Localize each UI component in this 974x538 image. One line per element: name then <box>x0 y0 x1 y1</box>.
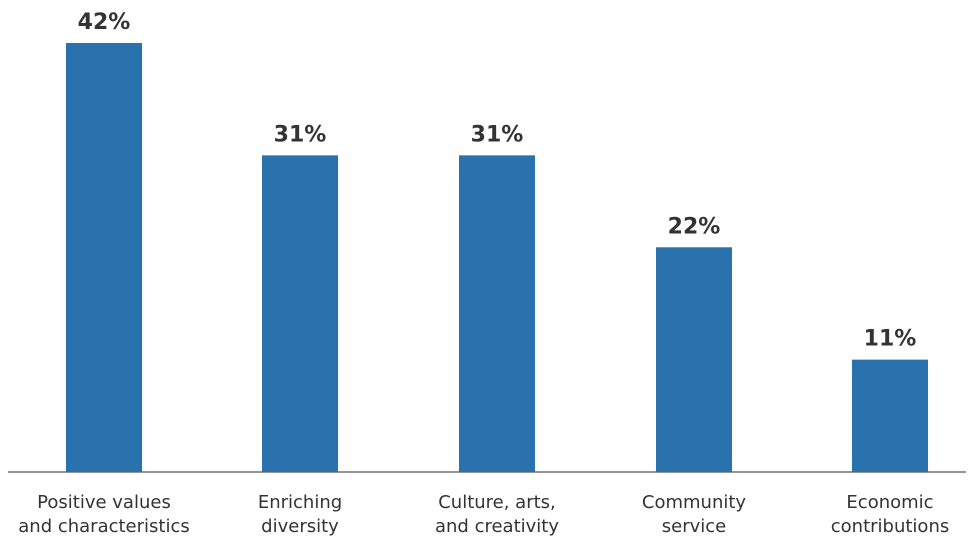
category-label-0-line-1: and characteristics <box>18 516 190 537</box>
category-label-0-line-0: Positive values <box>37 492 171 513</box>
value-label-0: 42% <box>78 10 131 35</box>
bar-3 <box>656 247 732 472</box>
category-label-3-line-0: Community <box>642 492 747 513</box>
bar-4 <box>852 359 928 472</box>
value-label-2: 31% <box>471 122 524 147</box>
category-label-3-line-1: service <box>662 516 726 537</box>
value-label-4: 11% <box>864 327 917 352</box>
category-label-2-line-0: Culture, arts, <box>438 492 556 513</box>
category-label-1-line-0: Enriching <box>258 492 342 513</box>
category-labels-group: Positive values and characteristics Enrich… <box>18 492 949 537</box>
category-label-2-line-1: and creativity <box>435 516 559 537</box>
category-label-4-line-1: contributions <box>831 516 949 537</box>
bar-0 <box>66 43 142 472</box>
bar-1 <box>262 155 338 472</box>
value-label-1: 31% <box>274 122 327 147</box>
category-label-1-line-1: diversity <box>261 516 339 537</box>
bar-2 <box>459 155 535 472</box>
category-label-4-line-0: Economic <box>846 492 933 513</box>
bars-group <box>66 43 928 472</box>
value-label-3: 22% <box>668 214 721 239</box>
value-labels-group: 42% 31% 31% 22% 11% <box>78 10 917 352</box>
